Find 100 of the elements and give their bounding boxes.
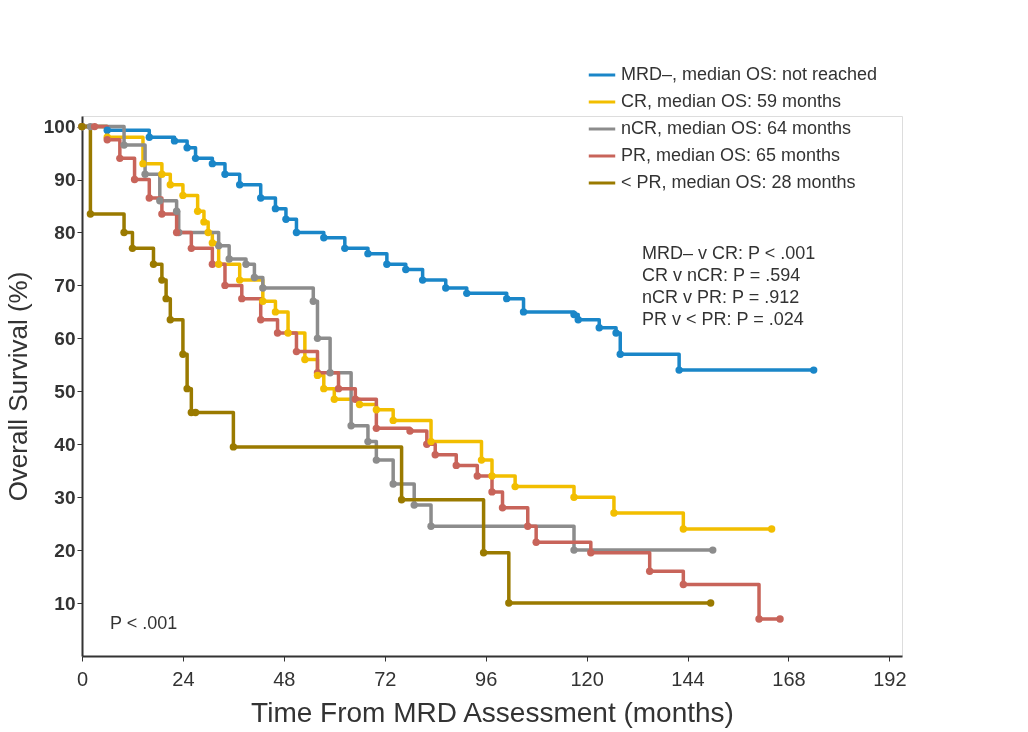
point xyxy=(645,567,654,575)
point xyxy=(505,599,513,607)
point xyxy=(172,207,181,215)
point xyxy=(364,437,372,446)
point xyxy=(364,249,372,258)
point xyxy=(477,456,486,464)
point xyxy=(282,215,290,223)
point xyxy=(200,218,208,226)
point xyxy=(116,154,124,163)
point xyxy=(570,310,578,319)
point xyxy=(309,297,317,305)
point xyxy=(452,461,460,470)
x-tick-label: 48 xyxy=(273,667,296,690)
point xyxy=(679,580,688,589)
point xyxy=(574,316,582,324)
point xyxy=(320,384,328,393)
point xyxy=(149,260,158,268)
point xyxy=(326,369,334,377)
point xyxy=(214,242,223,250)
annotation: PR v < PR: P = .024 xyxy=(642,309,804,329)
point xyxy=(347,422,355,430)
y-tick-label: 80 xyxy=(54,221,76,243)
y-tick-label: 30 xyxy=(54,486,76,508)
point xyxy=(397,496,406,504)
point xyxy=(284,329,292,337)
point xyxy=(158,170,166,178)
point xyxy=(158,276,166,284)
point xyxy=(410,501,418,509)
x-axis-title: Time From MRD Assessment (months) xyxy=(251,696,734,728)
legend-label: CR, median OS: 59 months xyxy=(621,91,842,111)
x-tick-label: 96 xyxy=(475,667,498,690)
point xyxy=(145,133,153,141)
annotation: nCR v PR: P = .912 xyxy=(642,287,800,307)
point xyxy=(616,350,624,358)
point xyxy=(238,294,246,303)
point xyxy=(334,384,343,393)
y-tick-label: 20 xyxy=(54,539,76,561)
point xyxy=(208,239,217,247)
annotation: CR v nCR: P = .594 xyxy=(642,265,801,285)
point xyxy=(130,175,139,184)
point xyxy=(235,181,244,189)
point xyxy=(612,329,620,337)
point xyxy=(610,509,618,517)
point xyxy=(463,289,471,298)
point xyxy=(191,154,200,163)
point xyxy=(570,546,578,554)
point xyxy=(809,366,818,374)
point xyxy=(229,443,238,451)
point xyxy=(595,324,603,332)
y-tick-label: 50 xyxy=(54,380,76,402)
point xyxy=(427,522,435,530)
point xyxy=(418,276,427,284)
point xyxy=(120,141,128,149)
point xyxy=(214,260,223,268)
point xyxy=(320,234,328,242)
point xyxy=(442,284,450,292)
y-tick-label: 70 xyxy=(54,274,76,296)
point xyxy=(120,228,128,237)
point xyxy=(271,308,280,316)
legend-label: PR, median OS: 65 months xyxy=(621,145,841,165)
point xyxy=(389,416,397,425)
point xyxy=(156,197,164,205)
point xyxy=(402,265,410,274)
point xyxy=(498,504,507,512)
point xyxy=(755,615,763,623)
point xyxy=(313,334,322,343)
point xyxy=(225,255,233,263)
point xyxy=(675,366,683,374)
legend-label: < PR, median OS: 28 months xyxy=(621,172,856,192)
point xyxy=(587,549,595,557)
point xyxy=(235,276,244,284)
point xyxy=(503,294,511,303)
point xyxy=(128,244,137,253)
point xyxy=(208,159,217,168)
x-tick-label: 192 xyxy=(873,667,907,690)
annotation: P < .001 xyxy=(110,613,178,633)
x-tick-label: 168 xyxy=(772,667,806,690)
point xyxy=(179,350,187,358)
point xyxy=(479,549,488,557)
point xyxy=(271,204,280,213)
y-tick-label: 60 xyxy=(54,327,76,349)
point xyxy=(273,329,282,337)
point xyxy=(86,210,95,218)
point xyxy=(90,122,99,131)
annotation: MRD– v CR: P < .001 xyxy=(642,243,816,263)
point xyxy=(183,144,191,152)
point xyxy=(292,347,301,356)
point xyxy=(351,395,360,403)
point xyxy=(250,273,259,282)
point xyxy=(341,244,349,253)
point xyxy=(204,228,212,237)
point xyxy=(145,194,153,202)
y-tick-label: 10 xyxy=(54,592,76,614)
x-tick-label: 120 xyxy=(570,667,604,690)
point xyxy=(372,456,381,464)
point xyxy=(488,472,496,480)
point xyxy=(242,260,250,268)
point xyxy=(488,488,496,496)
point xyxy=(532,538,540,546)
point xyxy=(372,424,381,433)
